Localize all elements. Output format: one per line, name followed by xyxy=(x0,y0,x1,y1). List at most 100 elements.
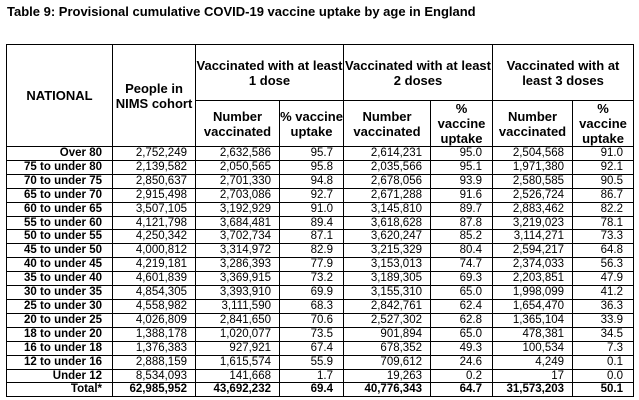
age-group-cell: 55 to under 60 xyxy=(6,215,113,231)
cohort-cell: 2,752,249 xyxy=(112,146,196,161)
table-row: Over 80 2,752,249 2,632,586 95.7 2,614,231 95… xyxy=(6,146,635,161)
dose2-pct-cell: 65.0 xyxy=(429,326,494,342)
total-dose3-pct-cell: 50.1 xyxy=(572,382,635,398)
cohort-cell: 2,888,159 xyxy=(112,354,196,370)
age-group-cell: 60 to under 65 xyxy=(6,201,113,217)
dose1-pct-cell: 94.8 xyxy=(279,173,344,189)
header-dose1: Vaccinated with at least 1 dose xyxy=(195,44,344,101)
table-row: 25 to under 30 4,558,982 3,111,590 68.3 2,84… xyxy=(6,298,635,314)
header-dose1-pct: % vaccine uptake xyxy=(279,100,344,147)
dose1-pct-cell: 92.7 xyxy=(279,187,344,203)
cohort-cell: 4,558,982 xyxy=(112,298,196,314)
dose3-number-cell: 3,114,271 xyxy=(492,229,574,245)
dose2-number-cell: 709,612 xyxy=(343,354,431,370)
dose1-number-cell: 1,020,077 xyxy=(195,326,280,342)
table-row: 65 to under 70 2,915,498 2,703,086 92.7 2,67… xyxy=(6,187,635,203)
age-group-cell: 20 to under 25 xyxy=(6,312,113,328)
age-group-cell: Over 80 xyxy=(6,146,113,161)
dose1-number-cell: 3,286,393 xyxy=(195,257,280,273)
table-row: 20 to under 25 4,026,809 2,841,650 70.6 2,52… xyxy=(6,312,635,328)
cohort-cell: 2,915,498 xyxy=(112,187,196,203)
header-dose3: Vaccinated with at least 3 doses xyxy=(492,44,635,101)
cohort-cell: 4,250,342 xyxy=(112,229,196,245)
dose1-pct-cell: 89.4 xyxy=(279,215,344,231)
age-group-cell: 16 to under 18 xyxy=(6,340,113,356)
dose3-pct-cell: 73.3 xyxy=(572,229,635,245)
total-cohort-cell: 62,985,952 xyxy=(112,382,196,398)
cohort-cell: 2,850,637 xyxy=(112,173,196,189)
dose1-pct-cell: 70.6 xyxy=(279,312,344,328)
dose3-pct-cell: 0.0 xyxy=(572,368,635,384)
dose1-number-cell: 927,921 xyxy=(195,340,280,356)
total-age-group-cell: Total* xyxy=(6,382,113,398)
table-row: 55 to under 60 4,121,798 3,684,481 89.4 3,61… xyxy=(6,215,635,231)
dose1-pct-cell: 95.7 xyxy=(279,146,344,161)
age-group-cell: 12 to under 16 xyxy=(6,354,113,370)
header-dose1-number: Number vaccinated xyxy=(195,100,280,147)
header-dose2-number: Number vaccinated xyxy=(343,100,431,147)
dose1-number-cell: 2,841,650 xyxy=(195,312,280,328)
cohort-cell: 1,388,178 xyxy=(112,326,196,342)
dose2-number-cell: 3,189,305 xyxy=(343,271,431,287)
cohort-cell: 1,376,383 xyxy=(112,340,196,356)
cohort-cell: 4,601,839 xyxy=(112,271,196,287)
dose2-number-cell: 3,215,329 xyxy=(343,243,431,259)
table-row: 45 to under 50 4,000,812 3,314,972 82.9 3,21… xyxy=(6,243,635,259)
cohort-cell: 4,219,181 xyxy=(112,257,196,273)
dose2-pct-cell: 95.0 xyxy=(429,146,494,161)
table-row: 75 to under 80 2,139,582 2,050,565 95.8 2,03… xyxy=(6,159,635,175)
dose1-pct-cell: 82.9 xyxy=(279,243,344,259)
age-group-cell: 70 to under 75 xyxy=(6,173,113,189)
age-group-cell: 45 to under 50 xyxy=(6,243,113,259)
dose1-pct-cell: 69.9 xyxy=(279,285,344,300)
dose3-pct-cell: 82.2 xyxy=(572,201,635,217)
dose3-pct-cell: 56.3 xyxy=(572,257,635,273)
dose3-pct-cell: 41.2 xyxy=(572,285,635,300)
dose1-pct-cell: 87.1 xyxy=(279,229,344,245)
cohort-cell: 3,507,105 xyxy=(112,201,196,217)
header-dose2-pct: % vaccine uptake xyxy=(429,100,494,147)
cohort-cell: 4,854,305 xyxy=(112,285,196,300)
dose3-number-cell: 3,219,023 xyxy=(492,215,574,231)
dose3-number-cell: 2,374,033 xyxy=(492,257,574,273)
dose3-number-cell: 2,203,851 xyxy=(492,271,574,287)
cohort-cell: 4,000,812 xyxy=(112,243,196,259)
table-row: 35 to under 40 4,601,839 3,369,915 73.2 3,18… xyxy=(6,271,635,287)
header-dose2: Vaccinated with at least 2 doses xyxy=(342,44,494,101)
dose3-pct-cell: 92.1 xyxy=(572,159,635,175)
header-cohort: People in NIMS cohort xyxy=(112,44,196,147)
dose1-pct-cell: 1.7 xyxy=(279,368,344,384)
total-row: Total* 62,985,952 43,692,232 69.4 40,776,343… xyxy=(6,382,635,398)
dose3-pct-cell: 34.5 xyxy=(572,326,635,342)
dose2-pct-cell: 89.7 xyxy=(429,201,494,217)
dose2-pct-cell: 74.7 xyxy=(429,257,494,273)
dose2-pct-cell: 93.9 xyxy=(429,173,494,189)
dose1-number-cell: 3,111,590 xyxy=(195,298,280,314)
age-group-cell: Under 12 xyxy=(6,368,113,384)
dose3-number-cell: 1,971,380 xyxy=(492,159,574,175)
dose2-number-cell: 3,618,628 xyxy=(343,215,431,231)
dose3-pct-cell: 36.3 xyxy=(572,298,635,314)
dose3-pct-cell: 90.5 xyxy=(572,173,635,189)
dose3-pct-cell: 86.7 xyxy=(572,187,635,203)
age-group-cell: 65 to under 70 xyxy=(6,187,113,203)
dose3-number-cell: 1,998,099 xyxy=(492,285,574,300)
dose3-pct-cell: 0.1 xyxy=(572,354,635,370)
table-row: 18 to under 20 1,388,178 1,020,077 73.5 901,… xyxy=(6,326,635,342)
total-dose3-number-cell: 31,573,203 xyxy=(492,382,574,398)
dose3-number-cell: 2,526,724 xyxy=(492,187,574,203)
dose2-number-cell: 2,842,761 xyxy=(343,298,431,314)
dose1-pct-cell: 77.9 xyxy=(279,257,344,273)
dose3-number-cell: 100,534 xyxy=(492,340,574,356)
table-row: 12 to under 16 2,888,159 1,615,574 55.9 709,… xyxy=(6,354,635,370)
header-national: NATIONAL xyxy=(6,44,113,147)
age-group-cell: 35 to under 40 xyxy=(6,271,113,287)
cohort-cell: 4,121,798 xyxy=(112,215,196,231)
dose3-number-cell: 2,504,568 xyxy=(492,146,574,161)
age-group-cell: 30 to under 35 xyxy=(6,285,113,300)
dose2-number-cell: 3,153,013 xyxy=(343,257,431,273)
dose3-number-cell: 478,381 xyxy=(492,326,574,342)
table-row: 50 to under 55 4,250,342 3,702,734 87.1 3,62… xyxy=(6,229,635,245)
dose1-number-cell: 3,314,972 xyxy=(195,243,280,259)
dose3-number-cell: 4,249 xyxy=(492,354,574,370)
